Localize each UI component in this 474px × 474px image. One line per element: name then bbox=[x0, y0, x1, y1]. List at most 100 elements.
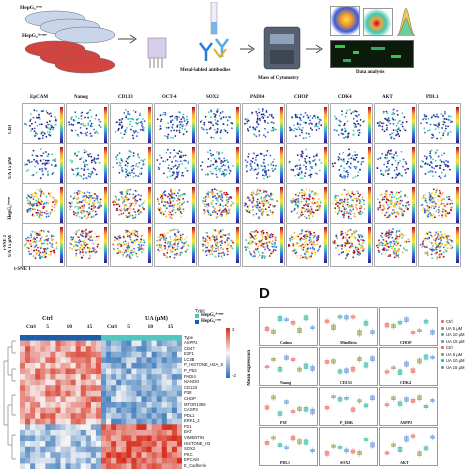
heatmap-legend-item-1: HepG₂ᴬᵛⁿᵘᵉ bbox=[201, 313, 224, 318]
legend-swatch-cron bbox=[195, 320, 199, 324]
boxplot-facet: ASPP2 bbox=[379, 387, 438, 426]
tsne-plot bbox=[154, 143, 197, 187]
heatmap-row-label: MTOR1056 bbox=[184, 401, 206, 407]
tsne-plot bbox=[110, 183, 153, 227]
heatmap-row-label: E2F1 bbox=[184, 351, 195, 357]
mass-cytometer-icon bbox=[263, 26, 301, 70]
heatmap-row-label: PDL1 bbox=[184, 412, 195, 418]
tsne-plot bbox=[154, 223, 197, 267]
tube-rack-icon bbox=[147, 37, 167, 68]
boxplot-grid: Cadms Mindlicin CHOP Nanog CD133 CDK4 P38 P_ERK… bbox=[259, 307, 439, 472]
heatmap-panel: Ctrl UA (μM) Ctrl 5 10 15 Ctrl 5 10 15 Type ASPP… bbox=[0, 300, 245, 474]
heatmap-group-label-ctrl: Ctrl bbox=[42, 316, 53, 322]
heatmap-group-label-ua: UA (μM) bbox=[145, 316, 168, 322]
antibody-label: Metal-labled antibodies bbox=[180, 68, 231, 73]
vial-icon bbox=[210, 2, 218, 35]
heatmap-column-labels: Ctrl 5 10 15 Ctrl 5 10 15 bbox=[0, 324, 245, 332]
legend-swatch bbox=[441, 339, 444, 343]
boxplot-y-axis-label: Mean expression bbox=[247, 350, 252, 386]
tsne-marker-label: AKT bbox=[382, 95, 393, 100]
heatmap-row-label: P21 bbox=[184, 423, 192, 429]
tsne-marker-label: OCT-4 bbox=[162, 95, 177, 100]
tsne-marker-label: CD133 bbox=[118, 95, 133, 100]
tsne-plot bbox=[330, 183, 373, 227]
legend-swatch-avnue bbox=[195, 314, 199, 318]
heatmap-dendrogram bbox=[3, 340, 16, 460]
panel-letter-d: D bbox=[259, 285, 270, 302]
boxplot-facet: Cadms bbox=[259, 307, 318, 346]
analysis-thumbnail-heatmap bbox=[330, 40, 414, 68]
tsne-plot bbox=[242, 103, 285, 147]
tsne-plot bbox=[242, 143, 285, 187]
tsne-plot bbox=[418, 183, 461, 227]
boxplot-facet: P38 bbox=[259, 387, 318, 426]
tsne-plot bbox=[286, 223, 329, 267]
legend-swatch bbox=[441, 320, 444, 323]
heatmap-scale-min: -2 bbox=[232, 373, 237, 378]
boxplot-legend-item: Ctrl bbox=[446, 319, 453, 324]
tsne-plot bbox=[418, 223, 461, 267]
tsne-plot bbox=[286, 143, 329, 187]
heatmap-row-label: P_HISTONE_H2A_S bbox=[184, 362, 224, 368]
tsne-x-axis-label: t-SNE 1 bbox=[14, 267, 31, 272]
boxplot-facet-label: Nanog bbox=[280, 380, 292, 385]
boxplot-facet-label: ASPP2 bbox=[400, 420, 412, 425]
tsne-row-label-2: UA 15 μM bbox=[8, 157, 13, 179]
boxplot-facet: CDK4 bbox=[379, 347, 438, 386]
tsne-plot bbox=[286, 183, 329, 227]
analysis-thumbnail-density bbox=[363, 8, 393, 36]
boxplot-legend-item: UA 5 μM bbox=[446, 351, 463, 357]
tsne-plot bbox=[374, 143, 417, 187]
boxplot-facet-label: Mindlicin bbox=[340, 340, 357, 345]
workflow-panel: HepG₂ᶜʳᵒⁿ HepG₂ᴬᵛⁿᵘᵉ Metal-labled antibo… bbox=[0, 0, 474, 95]
tsne-plot bbox=[110, 223, 153, 267]
heatmap-row-label: CASP3 bbox=[184, 407, 198, 413]
heatmap-row-label: P_P53 bbox=[184, 368, 197, 373]
heatmap-column-label: 15 bbox=[167, 324, 174, 330]
boxplot-facet-label: SOX2 bbox=[340, 460, 351, 465]
tsne-plot bbox=[22, 223, 65, 267]
heatmap-column-label: 10 bbox=[66, 324, 73, 330]
legend-swatch bbox=[441, 333, 444, 336]
boxplot-facet: CHOP bbox=[379, 307, 438, 346]
tsne-row-label-3: HepG₂ᴬᵛⁿᵘᵉ bbox=[8, 197, 13, 220]
antibody-icon bbox=[199, 38, 229, 61]
boxplot-facet: Mindlicin bbox=[319, 307, 378, 346]
tsne-marker-label: PADI4 bbox=[250, 95, 265, 100]
heatmap-row-label: PADI4 bbox=[184, 373, 196, 379]
heatmap-column-label: 5 bbox=[127, 324, 130, 330]
boxplot-panel: D Mean expression Cadms Mindlicin CHOP Nano… bbox=[245, 285, 474, 474]
heatmap-row-label: BAT bbox=[184, 429, 192, 435]
tsne-plot bbox=[418, 143, 461, 187]
tsne-marker-label: EpCAM bbox=[30, 95, 49, 100]
boxplot-facet-label: AKT bbox=[400, 460, 409, 465]
tsne-plot bbox=[198, 223, 241, 267]
tsne-plot bbox=[110, 143, 153, 187]
heatmap-row-label: SOX2 bbox=[184, 446, 196, 452]
boxplot-legend-item: UA 10 μM bbox=[446, 358, 465, 363]
boxplot-facet: CD133 bbox=[319, 347, 378, 386]
boxplot-facet-label: P38 bbox=[280, 420, 287, 425]
tsne-plot bbox=[330, 223, 373, 267]
legend-swatch bbox=[441, 352, 444, 356]
boxplot-legend-item: UA 15 μM bbox=[446, 338, 465, 344]
analysis-thumbnail-histogram bbox=[396, 7, 416, 37]
heatmap-row-label: E_Cadherin bbox=[184, 462, 207, 468]
boxplot-legend-item: UA 5 μM bbox=[446, 325, 463, 331]
tsne-plot bbox=[66, 183, 109, 227]
tsne-plot bbox=[374, 103, 417, 147]
tsne-plot bbox=[110, 103, 153, 147]
tsne-y-axis-label: t-SNE 2 bbox=[2, 235, 7, 251]
tsne-plot bbox=[242, 223, 285, 267]
tsne-plot bbox=[330, 143, 373, 187]
legend-swatch bbox=[441, 359, 444, 362]
legend-swatch bbox=[441, 326, 444, 330]
heatmap-row-label: CD47 bbox=[184, 345, 195, 351]
heatmap-column-label: Ctrl bbox=[26, 324, 36, 330]
boxplot-facet: Nanog bbox=[259, 347, 318, 386]
tsne-plot bbox=[374, 223, 417, 267]
tsne-plot bbox=[66, 143, 109, 187]
cell-label-bottom: HepG₂ᴬᵛⁿᵘᵉ bbox=[22, 33, 47, 39]
heatmap-legend-title: Type bbox=[195, 308, 205, 313]
tsne-plot bbox=[330, 103, 373, 147]
